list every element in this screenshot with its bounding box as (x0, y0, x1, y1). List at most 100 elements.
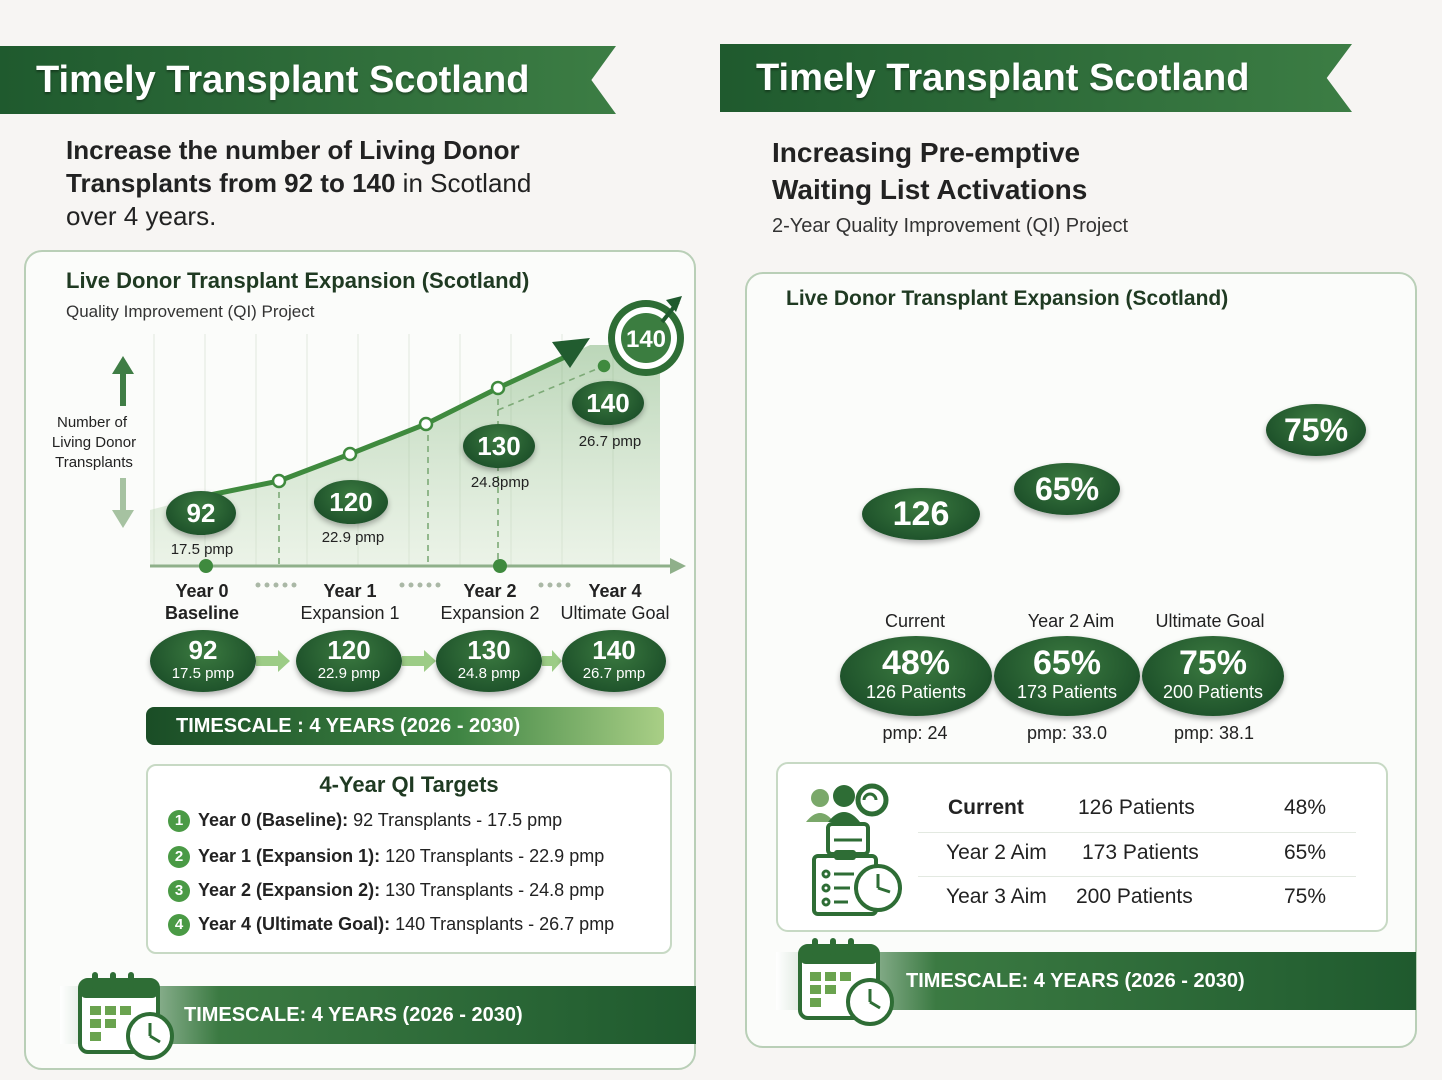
left-target-bold-2: Year 1 (Expansion 1): (198, 846, 381, 866)
left-card-title: Live Donor Transplant Expansion (Scotlan… (66, 268, 530, 293)
left-stage-pill-2-value: 130 (467, 635, 511, 665)
left-stage-pill-1-pmp: 22.9 pmp (317, 665, 381, 682)
left-stage-pill-2: 130 24.8 pmp (436, 630, 542, 692)
left-chart-pill-120-value: 120 (329, 487, 373, 517)
right-summary-count-2: 200 (1076, 885, 1112, 908)
left-chart-pill-140: 140 (572, 381, 644, 425)
right-summary-pct-2: 75% (1284, 885, 1327, 908)
right-headline: Increasing Pre-emptive Waiting List Acti… (772, 134, 1292, 208)
right-stage-pill-1: 65% 173 Patients (994, 636, 1140, 716)
right-banner-title: Timely Transplant Scotland (756, 57, 1250, 99)
right-summary-count-row-1: 173 Patients (1082, 841, 1199, 865)
left-bottom-timescale: TIMESCALE: 4 YEARS (2026 - 2030) (60, 986, 696, 1044)
left-target-rest-4: 140 Transplants - 26.7 pmp (390, 914, 615, 934)
right-card-title: Live Donor Transplant Expansion (Scotlan… (786, 287, 1229, 310)
right-summary-divider-2 (918, 876, 1356, 877)
right-stage-pill-1-value: 65% (1032, 644, 1102, 682)
left-target-num-4: 4 (168, 914, 190, 936)
left-banner: Timely Transplant Scotland (0, 46, 616, 114)
right-calendar-icon (798, 938, 894, 1026)
left-target-row-3: 3 Year 2 (Expansion 2): 130 Transplants -… (168, 880, 604, 902)
right-summary-stage-0: Current (948, 796, 1024, 819)
left-target-rest-1: 92 Transplants - 17.5 pmp (348, 810, 563, 830)
right-bottom-timescale-text: TIMESCALE: 4 YEARS (2026 - 2030) (906, 970, 1245, 992)
left-target-rest-2: 120 Transplants - 22.9 pmp (380, 846, 605, 866)
left-targets-box: 4-Year QI Targets 1 Year 0 (Baseline): 92… (146, 764, 672, 954)
left-stage-pill-3: 140 26.7 pmp (562, 630, 666, 692)
left-bottom-timescale-text: TIMESCALE: 4 YEARS (2026 - 2030) (184, 1004, 523, 1026)
left-stage-pill-3-pmp: 26.7 pmp (582, 665, 646, 682)
right-summary-stage-2: Year 3 Aim (946, 885, 1047, 908)
right-summary-unit-1: Patients (1117, 841, 1199, 864)
left-stage-label-1-title: Year 1 (323, 581, 377, 601)
right-headline-line-1: Increasing Pre-emptive (772, 137, 1081, 168)
right-summary-unit-0: Patients (1113, 796, 1195, 819)
right-summary-count-row-2: 200 Patients (1076, 885, 1193, 909)
right-summary-row-2: Year 3 Aim (946, 885, 1047, 909)
right-summary-count-1: 173 (1082, 841, 1118, 864)
left-stage-pill-0-pmp: 17.5 pmp (171, 665, 235, 682)
right-summary-count-row-0: 126 Patients (1078, 796, 1195, 820)
left-headline-rest: in Scotland over 4 years. (66, 168, 532, 231)
right-stage-pill-0-value: 48% (881, 644, 951, 682)
right-summary-pct-0: 48% (1284, 796, 1327, 819)
right-stage-pill-0-patients: 126 Patients (865, 682, 967, 702)
right-chart-pill-2-value: 75% (1283, 412, 1349, 448)
left-target-row-1: 1 Year 0 (Baseline): 92 Transplants - 17.… (168, 810, 562, 832)
right-stage-pill-0: 48% 126 Patients (840, 636, 992, 716)
right-stage-pill-1-patients: 173 Patients (1016, 682, 1118, 702)
left-target-bold-3: Year 2 (Expansion 2): (198, 880, 381, 900)
left-stage-pill-3-value: 140 (592, 635, 636, 665)
left-target-bold-1: Year 0 (Baseline): (198, 810, 349, 830)
left-chart-pill-130-value: 130 (477, 431, 521, 461)
right-stage-pill-2: 75% 200 Patients (1142, 636, 1284, 716)
left-target-num-2: 2 (168, 846, 190, 868)
right-summary-box: Current 126 Patients 48% Year 2 Aim 173 … (776, 762, 1388, 932)
left-stage-label-3: Year 4 Ultimate Goal (552, 580, 678, 624)
right-summary-stage-1: Year 2 Aim (946, 841, 1047, 864)
right-chart-pill-2: 75% (1266, 404, 1366, 456)
left-calendar-icon (78, 972, 174, 1060)
right-stage-pmp-2: pmp: 38.1 (1173, 723, 1255, 743)
left-target-num-1: 1 (168, 810, 190, 832)
left-stage-label-0: Year 0 Baseline (142, 580, 262, 624)
left-target-row-2: 2 Year 1 (Expansion 1): 120 Transplants -… (168, 846, 604, 868)
right-summary-pct-1: 65% (1284, 841, 1327, 864)
people-clipboard-icon (806, 783, 902, 916)
left-stage-pill-2-pmp: 24.8 pmp (457, 665, 521, 682)
left-stage-pill-0: 92 17.5 pmp (150, 630, 256, 692)
left-stage-label-3-sub: Ultimate Goal (560, 603, 670, 623)
right-headline-line-2: Waiting List Activations (772, 174, 1088, 205)
right-stage-pill-2-patients: 200 Patients (1162, 682, 1264, 702)
right-summary-row-0: Current (948, 796, 1024, 820)
right-stage-label-0: Current (884, 611, 946, 631)
left-stage-label-2-sub: Expansion 2 (440, 603, 540, 623)
right-chart-pill-0-value: 126 (892, 495, 950, 533)
right-summary-divider-1 (918, 832, 1356, 833)
right-chart-pill-0: 126 (862, 488, 980, 540)
right-stage-pill-2-value: 75% (1178, 644, 1248, 682)
left-stage-label-1-sub: Expansion 1 (300, 603, 400, 623)
right-stage-label-2: Ultimate Goal (1155, 611, 1265, 631)
left-stage-label-0-title: Year 0 (175, 581, 229, 601)
right-summary-count-0: 126 (1078, 796, 1114, 819)
left-chart-pill-140-value: 140 (586, 388, 630, 418)
right-stage-pmp-1: pmp: 33.0 (1026, 723, 1108, 743)
left-headline: Increase the number of Living Donor Tran… (66, 134, 586, 233)
right-summary-unit-2: Patients (1111, 885, 1193, 908)
left-stage-label-2-title: Year 2 (463, 581, 517, 601)
left-target-num-3: 3 (168, 880, 190, 902)
left-target-row-4: 4 Year 4 (Ultimate Goal): 140 Transplants… (168, 914, 614, 936)
left-chart-pill-92: 92 (166, 491, 236, 535)
left-card-subtitle: Quality Improvement (QI) Project (66, 302, 315, 321)
right-subtitle: 2-Year Quality Improvement (QI) Project (772, 215, 1129, 237)
left-chart-pill-130: 130 (463, 424, 535, 468)
left-stage-label-1: Year 1 Expansion 1 (288, 580, 412, 624)
left-stage-label-0-sub: Baseline (164, 603, 240, 623)
left-timescale-bar: TIMESCALE : 4 YEARS (2026 - 2030) (146, 707, 664, 745)
left-target-rest-3: 130 Transplants - 24.8 pmp (380, 880, 605, 900)
right-chart-pill-1: 65% (1014, 463, 1120, 515)
right-summary-row-1: Year 2 Aim (946, 841, 1047, 865)
right-banner: Timely Transplant Scotland (720, 44, 1352, 112)
left-headline-bold: Increase the number of Living Donor Tran… (66, 135, 520, 198)
